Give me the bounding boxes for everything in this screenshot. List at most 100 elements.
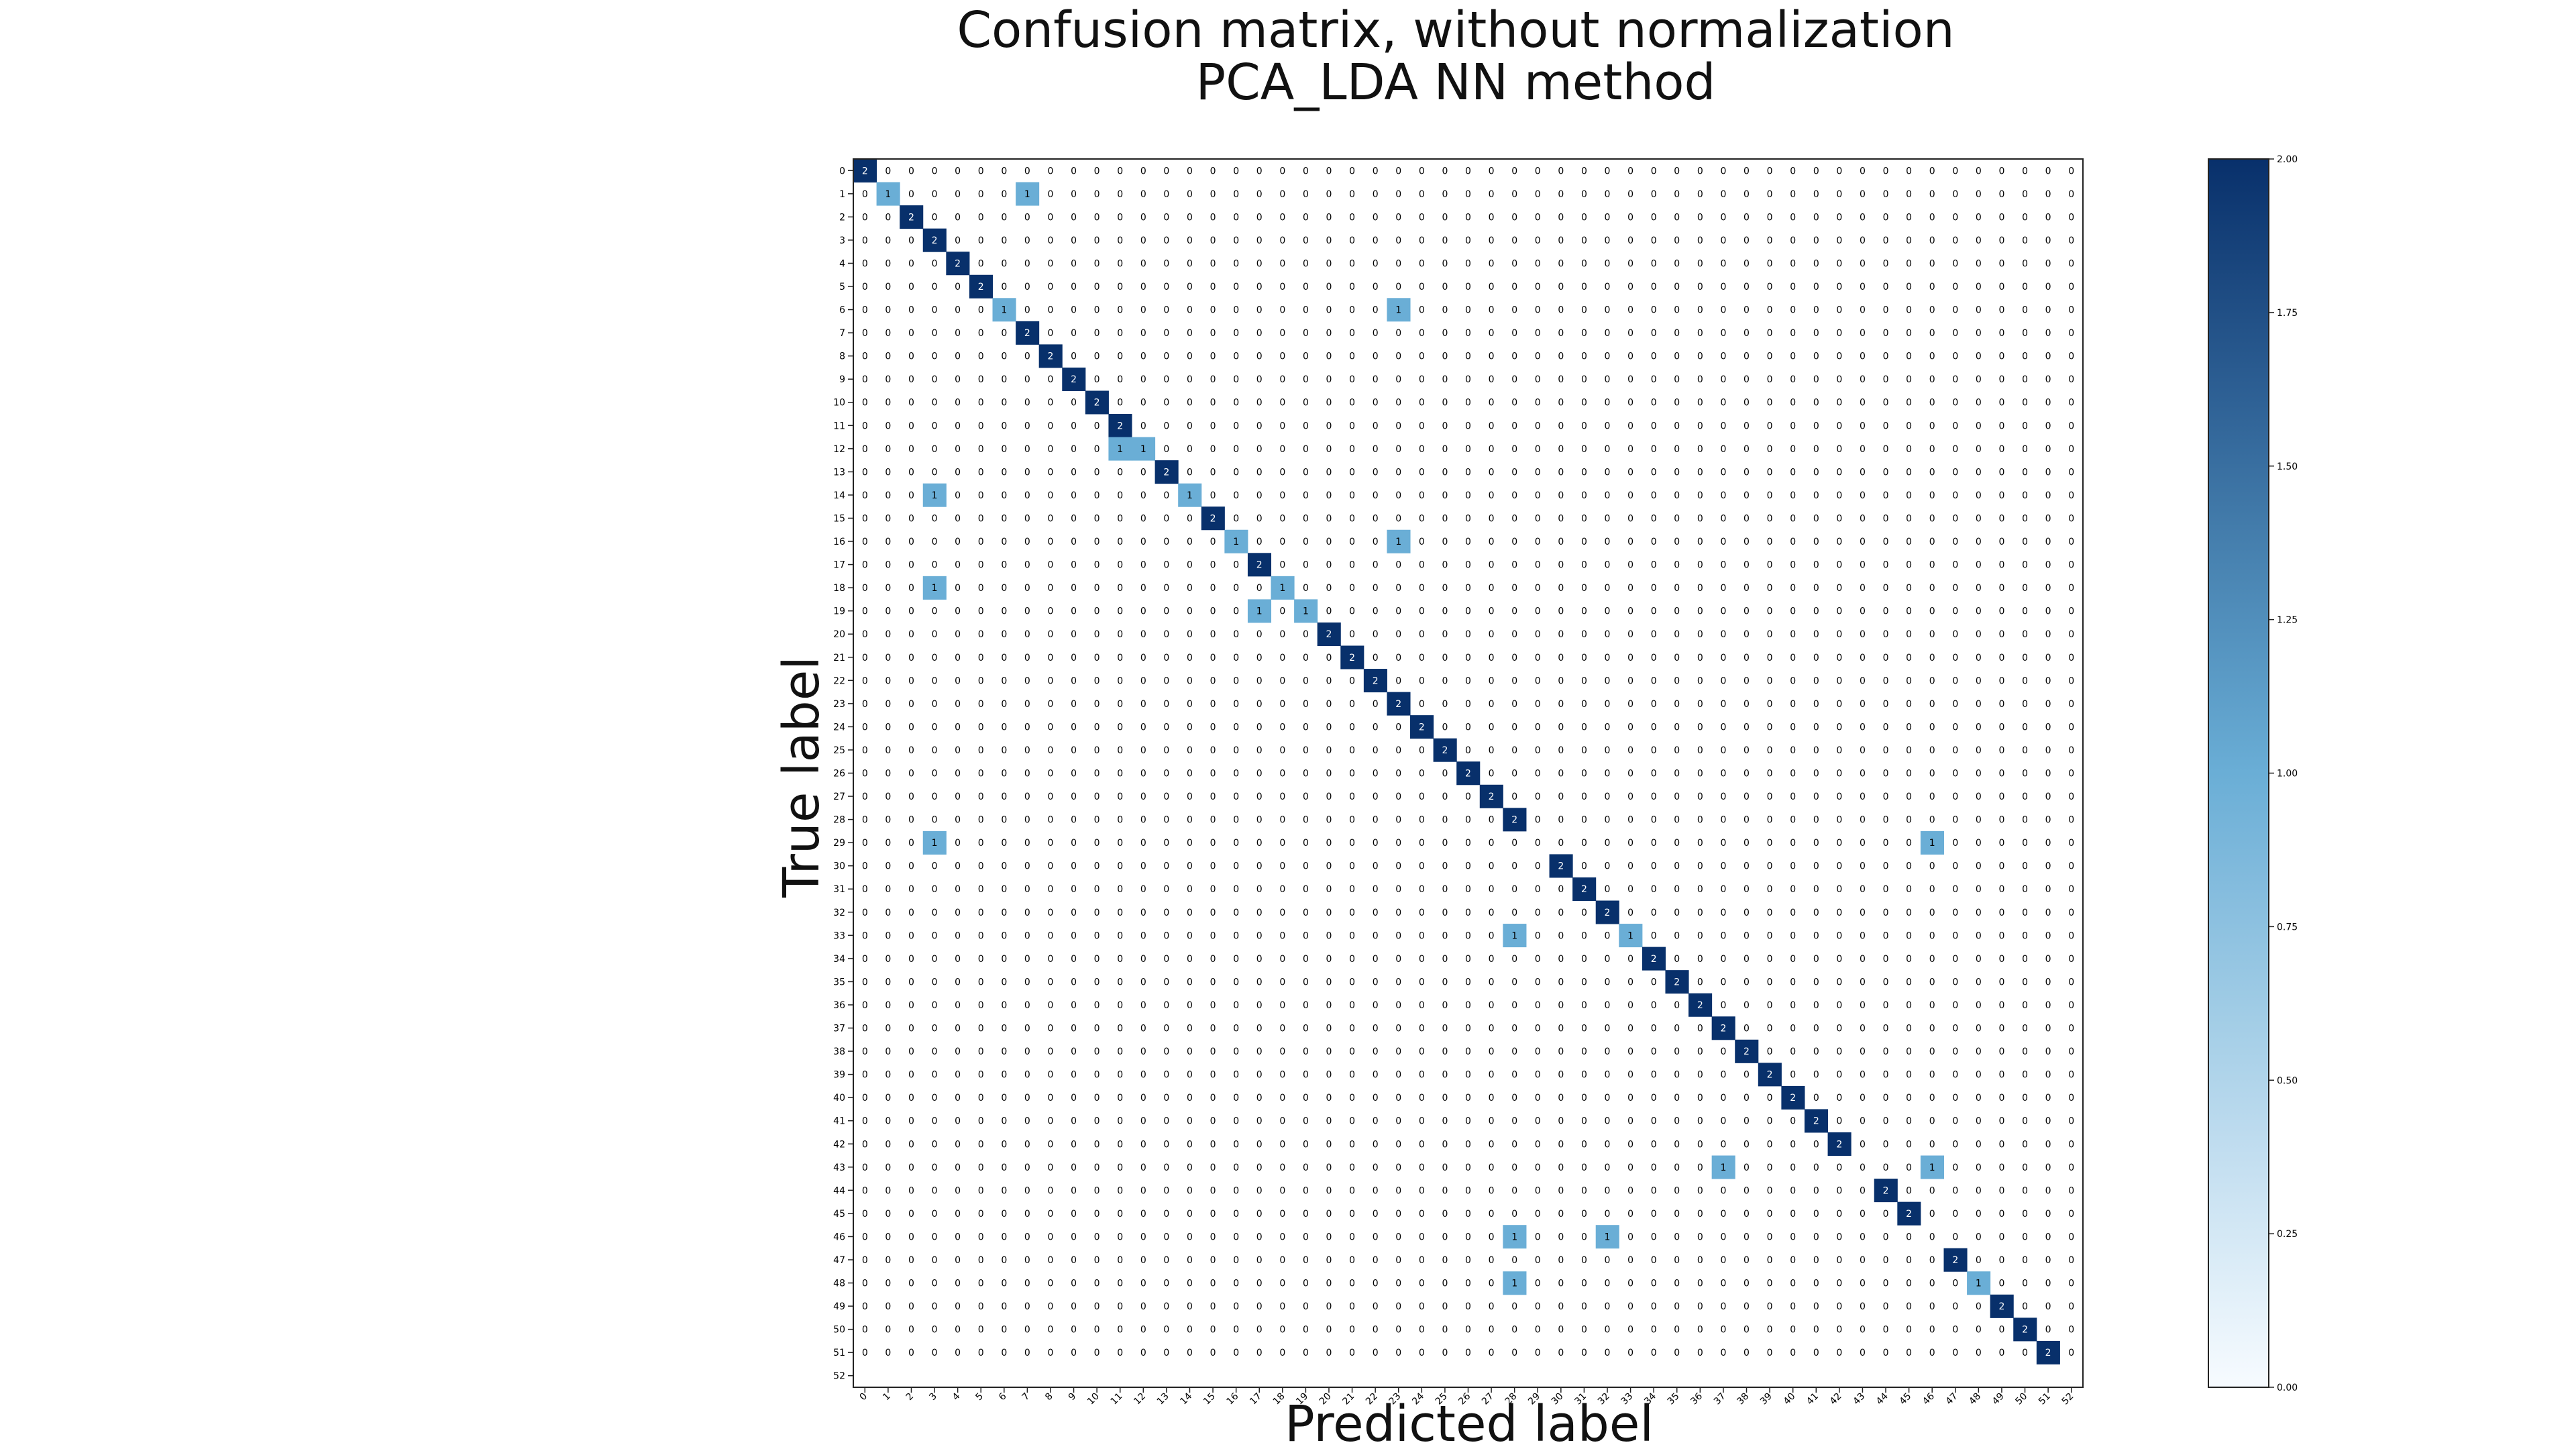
matrix-cell-value: 0 bbox=[1743, 769, 1750, 779]
matrix-cell-value: 0 bbox=[1303, 653, 1309, 663]
matrix-cell-value: 0 bbox=[1767, 1348, 1773, 1358]
matrix-cell-value: 0 bbox=[1442, 1163, 1448, 1173]
matrix-cell-value: 0 bbox=[932, 606, 938, 617]
matrix-cell-value: 0 bbox=[1998, 722, 2004, 733]
matrix-cell-value: 0 bbox=[1303, 792, 1309, 802]
matrix-cell-value: 0 bbox=[1860, 699, 1866, 710]
matrix-cell-value: 0 bbox=[1581, 676, 1587, 686]
matrix-cell-value: 0 bbox=[1627, 444, 1633, 455]
matrix-cell-value: 0 bbox=[1419, 1024, 1425, 1034]
matrix-cell-value: 0 bbox=[2068, 977, 2074, 987]
matrix-cell-value: 0 bbox=[1813, 699, 1819, 710]
matrix-cell bbox=[1363, 669, 1387, 693]
matrix-cell-value: 0 bbox=[1511, 166, 1517, 176]
matrix-cell-value: 0 bbox=[932, 1163, 938, 1173]
matrix-cell-value: 0 bbox=[1535, 1279, 1541, 1289]
matrix-cell-value: 0 bbox=[1489, 513, 1495, 524]
matrix-cell-value: 0 bbox=[1906, 1279, 1912, 1289]
matrix-cell-value: 0 bbox=[955, 305, 961, 316]
matrix-cell-value: 0 bbox=[1465, 606, 1471, 617]
matrix-cell-value: 2 bbox=[978, 282, 984, 292]
matrix-cell-value: 0 bbox=[1024, 722, 1030, 733]
matrix-cell-value: 0 bbox=[1001, 467, 1007, 478]
matrix-cell-value: 0 bbox=[1535, 537, 1541, 547]
matrix-cell-value: 0 bbox=[1790, 258, 1796, 269]
matrix-cell-value: 0 bbox=[1140, 1232, 1146, 1242]
matrix-cell-value: 0 bbox=[1024, 629, 1030, 640]
matrix-cell-value: 0 bbox=[1836, 166, 1842, 176]
matrix-cell-value: 0 bbox=[1535, 722, 1541, 733]
matrix-cell-value: 0 bbox=[1674, 235, 1680, 246]
matrix-cell-value: 0 bbox=[1001, 1255, 1007, 1266]
matrix-cell-value: 0 bbox=[1952, 745, 1958, 756]
matrix-cell-value: 0 bbox=[1349, 1348, 1355, 1358]
matrix-cell-value: 0 bbox=[1419, 328, 1425, 339]
matrix-cell-value: 0 bbox=[1952, 1046, 1958, 1057]
matrix-cell-value: 0 bbox=[862, 930, 868, 941]
matrix-cell-value: 0 bbox=[2022, 374, 2028, 385]
x-tick-label: 42 bbox=[1828, 1391, 1844, 1407]
matrix-cell-value: 0 bbox=[1489, 258, 1495, 269]
matrix-cell-value: 0 bbox=[1303, 815, 1309, 826]
matrix-cell-value: 0 bbox=[1303, 189, 1309, 200]
matrix-cell-value: 0 bbox=[1071, 1301, 1077, 1312]
matrix-cell-value: 0 bbox=[1094, 722, 1100, 733]
matrix-cell-value: 0 bbox=[862, 328, 868, 339]
matrix-cell-value: 0 bbox=[932, 1325, 938, 1336]
matrix-cell-value: 0 bbox=[1883, 1139, 1889, 1150]
matrix-cell-value: 0 bbox=[885, 1024, 891, 1034]
matrix-cell-value: 0 bbox=[1860, 815, 1866, 826]
matrix-cell-value: 0 bbox=[2068, 1185, 2074, 1196]
matrix-cell-value: 0 bbox=[1743, 884, 1750, 895]
matrix-cell-value: 0 bbox=[1906, 305, 1912, 316]
matrix-cell-value: 0 bbox=[885, 1279, 891, 1289]
matrix-cell-value: 0 bbox=[1511, 1116, 1517, 1127]
matrix-cell-value: 0 bbox=[1511, 560, 1517, 571]
matrix-cell-value: 0 bbox=[1651, 1070, 1657, 1081]
matrix-cell-value: 0 bbox=[1373, 258, 1379, 269]
matrix-cell-value: 0 bbox=[1558, 1000, 1564, 1011]
matrix-cell-value: 0 bbox=[1929, 374, 1935, 385]
matrix-cell-value: 0 bbox=[1024, 258, 1030, 269]
matrix-cell-value: 0 bbox=[1442, 166, 1448, 176]
matrix-cell-value: 0 bbox=[1651, 513, 1657, 524]
matrix-cell-value: 0 bbox=[1210, 235, 1216, 246]
matrix-cell-value: 0 bbox=[1465, 792, 1471, 802]
matrix-cell-value: 0 bbox=[955, 166, 961, 176]
matrix-cell-value: 0 bbox=[955, 908, 961, 918]
matrix-cell-value: 0 bbox=[978, 861, 984, 872]
matrix-cell-value: 0 bbox=[1489, 444, 1495, 455]
matrix-cell-value: 0 bbox=[1024, 1301, 1030, 1312]
matrix-cell-value: 0 bbox=[1998, 537, 2004, 547]
matrix-cell-value: 0 bbox=[1210, 1116, 1216, 1127]
matrix-cell-value: 0 bbox=[1048, 1279, 1054, 1289]
matrix-cell-value: 0 bbox=[1627, 1348, 1633, 1358]
matrix-cell-value: 0 bbox=[1001, 513, 1007, 524]
matrix-cell-value: 0 bbox=[2022, 490, 2028, 501]
matrix-cell-value: 0 bbox=[1976, 421, 1982, 431]
matrix-cell-value: 0 bbox=[1511, 884, 1517, 895]
matrix-cell bbox=[1038, 344, 1063, 368]
matrix-cell-value: 0 bbox=[2068, 745, 2074, 756]
matrix-cell-value: 0 bbox=[1998, 444, 2004, 455]
matrix-cell-value: 0 bbox=[2022, 398, 2028, 409]
matrix-cell-value: 0 bbox=[1303, 676, 1309, 686]
matrix-cell-value: 0 bbox=[1883, 560, 1889, 571]
matrix-cell-value: 0 bbox=[1976, 699, 1982, 710]
matrix-cell-value: 0 bbox=[1906, 421, 1912, 431]
matrix-cell-value: 0 bbox=[1395, 908, 1401, 918]
matrix-cell-value: 0 bbox=[1836, 1024, 1842, 1034]
matrix-cell-value: 0 bbox=[1836, 305, 1842, 316]
matrix-cell-value: 0 bbox=[1094, 467, 1100, 478]
matrix-cell-value: 0 bbox=[1720, 235, 1726, 246]
matrix-cell-value: 0 bbox=[1511, 352, 1517, 362]
matrix-cell-value: 0 bbox=[1210, 629, 1216, 640]
matrix-cell-value: 0 bbox=[862, 1301, 868, 1312]
matrix-cell-value: 0 bbox=[1813, 815, 1819, 826]
matrix-cell-value: 0 bbox=[1906, 722, 1912, 733]
matrix-cell-value: 0 bbox=[1883, 189, 1889, 200]
matrix-cell-value: 0 bbox=[2022, 792, 2028, 802]
chart-subtitle: PCA_LDA NN method bbox=[1195, 54, 1716, 111]
matrix-cell-value: 0 bbox=[1442, 815, 1448, 826]
matrix-cell-value: 0 bbox=[1674, 676, 1680, 686]
